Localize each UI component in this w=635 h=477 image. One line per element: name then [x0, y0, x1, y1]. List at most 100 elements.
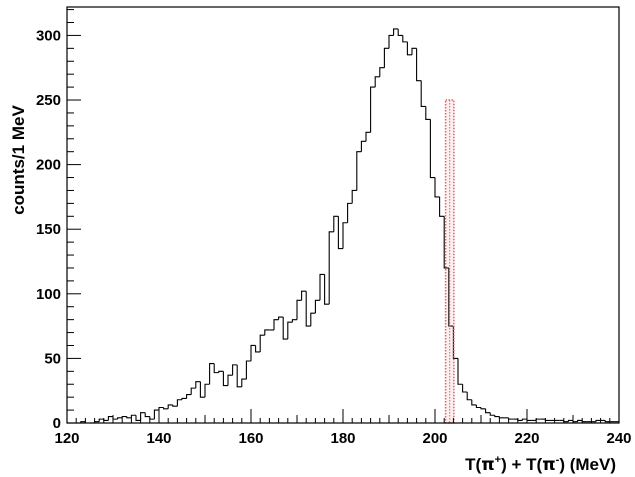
histogram-bin	[107, 415, 113, 421]
y-axis-title: counts/1 MeV	[9, 105, 28, 215]
histogram-bin	[466, 391, 472, 401]
histogram-bin	[337, 216, 343, 250]
histogram-bin	[305, 291, 311, 327]
histogram-bin	[172, 404, 178, 407]
x-tick-label: 200	[422, 430, 447, 447]
histogram-bin	[448, 267, 454, 327]
histogram-bin	[250, 344, 256, 361]
histogram-bin	[98, 418, 104, 422]
histogram-bin	[498, 416, 504, 419]
histogram-bin	[333, 215, 339, 232]
histogram-bin	[245, 360, 251, 380]
histogram-bin	[186, 394, 192, 399]
histogram-bin	[526, 419, 532, 421]
histogram-bin	[241, 378, 247, 387]
histogram-bin	[301, 290, 307, 301]
x-axis-title: T(π+) + T(π-) (MeV)	[465, 454, 616, 475]
histogram-bin	[117, 417, 123, 420]
histogram-bin	[457, 358, 463, 385]
histogram-bin	[393, 28, 399, 36]
histogram-bin	[452, 326, 458, 359]
y-tick-label: 300	[36, 27, 61, 44]
histogram-bin	[232, 364, 238, 376]
histogram-bin	[328, 231, 334, 305]
histogram-bin	[494, 415, 500, 418]
histogram-bin	[181, 397, 187, 400]
histogram-bin	[604, 420, 610, 423]
histogram-bin	[388, 34, 394, 49]
histogram-bin	[443, 216, 449, 269]
histogram-bin	[572, 420, 578, 423]
histogram-bin	[209, 363, 215, 385]
histogram-bin	[310, 312, 316, 327]
histogram-bin	[351, 189, 357, 204]
histogram-bin	[577, 419, 583, 422]
histogram-bin	[425, 106, 431, 120]
histogram-bin	[121, 415, 127, 418]
histogram-bin	[535, 418, 541, 421]
histogram-bin	[163, 407, 169, 410]
x-tick-label: 160	[238, 430, 263, 447]
plot-frame	[66, 6, 620, 424]
histogram-bin	[379, 67, 385, 77]
histogram-bin	[144, 412, 150, 418]
histogram-bin	[190, 387, 196, 395]
histogram-bin	[397, 28, 403, 36]
histogram-bin	[567, 419, 573, 422]
histogram-bin	[213, 363, 219, 374]
histogram-bin	[236, 364, 242, 388]
histogram-bin	[471, 399, 477, 406]
histogram-bin	[342, 222, 348, 249]
x-tick-label: 180	[330, 430, 355, 447]
x-tick-label: 220	[514, 430, 539, 447]
histogram-bin	[581, 420, 587, 423]
histogram-bin	[126, 416, 132, 419]
histogram-bin	[314, 299, 320, 314]
histogram-bin	[416, 48, 422, 82]
y-tick-label: 50	[44, 350, 61, 367]
histogram-bin	[544, 419, 550, 421]
histogram-bin	[439, 196, 445, 217]
histogram-bin	[264, 329, 270, 336]
histogram-bin	[356, 151, 362, 191]
histogram-bin	[204, 383, 210, 398]
histogram-bin	[176, 399, 182, 407]
histogram-bin	[167, 404, 173, 409]
histogram-bin	[140, 412, 146, 421]
histogram-bin	[278, 316, 284, 320]
histogram-bin	[259, 334, 265, 352]
y-tick-label: 250	[36, 92, 61, 109]
cut-region-highlight	[444, 99, 455, 424]
histogram-bin	[360, 140, 366, 152]
histogram-bin	[103, 419, 109, 421]
x-tick-label: 240	[606, 430, 631, 447]
histogram-bin	[218, 370, 224, 373]
y-axis: 0 50 100 150 200 250 300	[36, 9, 81, 432]
histogram-bin	[153, 409, 159, 420]
histogram-bin	[485, 408, 491, 414]
histogram-bin	[521, 418, 527, 421]
histogram-bin	[517, 419, 523, 421]
histogram-bin	[199, 381, 205, 398]
y-tick-label: 150	[36, 221, 61, 238]
histogram-bin	[365, 131, 371, 142]
y-tick-label: 200	[36, 157, 61, 174]
histogram-bin	[195, 381, 201, 389]
histogram-bin	[112, 416, 118, 420]
histogram-bin	[595, 419, 601, 422]
histogram-bin	[319, 273, 325, 301]
x-tick-label: 140	[146, 430, 171, 447]
histogram-bin	[296, 299, 302, 320]
histogram-bin	[402, 35, 408, 43]
y-tick-label: 0	[53, 415, 61, 432]
histogram-bin	[429, 119, 435, 179]
x-axis: 120 140 160 180 200 220 240	[54, 409, 632, 447]
histogram-bin	[135, 415, 141, 421]
histogram-bin	[158, 406, 164, 411]
histogram-series	[67, 28, 619, 424]
histogram-bin	[406, 41, 412, 56]
histogram-bin	[411, 47, 417, 55]
histogram-bin	[291, 319, 297, 323]
histogram-bin	[383, 47, 389, 68]
